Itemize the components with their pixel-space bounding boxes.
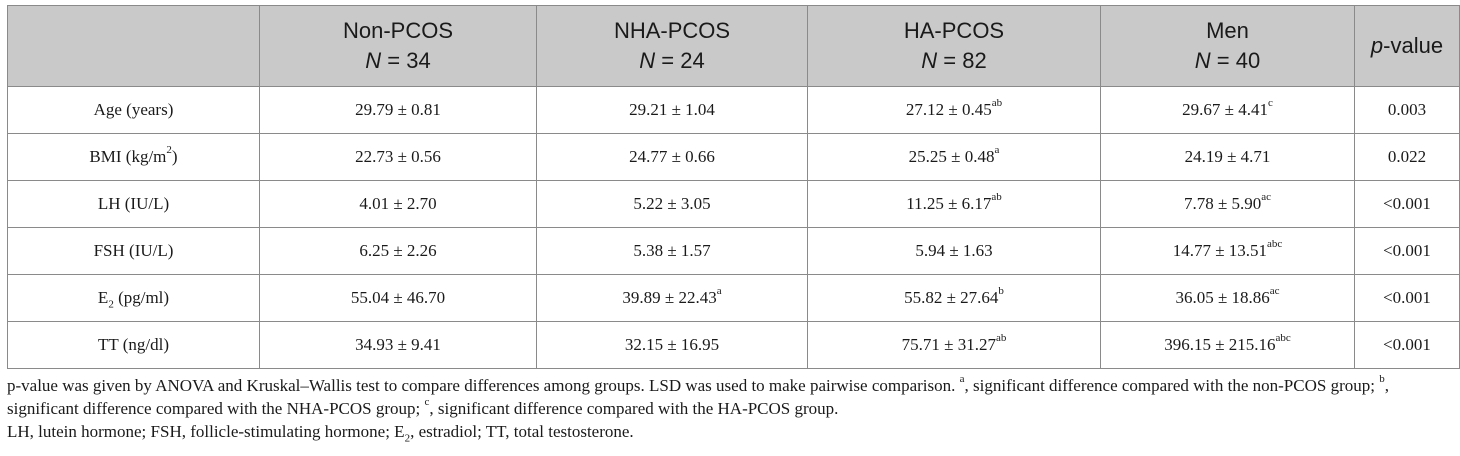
value-cell: 27.12 ± 0.45ab bbox=[807, 86, 1101, 134]
significance-marker: ab bbox=[995, 332, 1007, 345]
p-value-cell: <0.001 bbox=[1354, 321, 1460, 369]
group-name: HA-PCOS bbox=[903, 18, 1005, 43]
value-cell: 29.67 ± 4.41c bbox=[1100, 86, 1355, 134]
table-row: FSH (IU/L) 6.25 ± 2.26 5.38 ± 1.57 5.94 ± 1… bbox=[7, 227, 1460, 275]
row-label: E2 (pg/ml) bbox=[7, 274, 260, 322]
table-footnote: p-value was given by ANOVA and Kruskal–W… bbox=[7, 373, 1453, 445]
value-cell: 24.19 ± 4.71 bbox=[1100, 133, 1355, 181]
hormone-comparison-table: Non-PCOS N = 34 NHA-PCOS N = 24 HA-PCOS … bbox=[7, 5, 1460, 369]
group-name: NHA-PCOS bbox=[613, 18, 731, 43]
value-cell: 36.05 ± 18.86ac bbox=[1100, 274, 1355, 322]
value-cell: 396.15 ± 215.16abc bbox=[1100, 321, 1355, 369]
value-cell: 29.79 ± 0.81 bbox=[259, 86, 537, 134]
value-cell: 5.22 ± 3.05 bbox=[536, 180, 808, 228]
table-row: BMI (kg/m2) 22.73 ± 0.56 24.77 ± 0.66 25.25… bbox=[7, 133, 1460, 181]
p-value-cell: <0.001 bbox=[1354, 180, 1460, 228]
group-name: Men bbox=[1206, 18, 1249, 43]
header-non-pcos: Non-PCOS N = 34 bbox=[259, 5, 537, 87]
group-count: N = 24 bbox=[639, 48, 705, 73]
significance-marker: b bbox=[998, 285, 1004, 298]
p-value-cell: <0.001 bbox=[1354, 227, 1460, 275]
value-cell: 6.25 ± 2.26 bbox=[259, 227, 537, 275]
table-row: E2 (pg/ml) 55.04 ± 46.70 39.89 ± 22.43a 55.… bbox=[7, 274, 1460, 322]
p-value-cell: <0.001 bbox=[1354, 274, 1460, 322]
significance-marker: ab bbox=[991, 97, 1003, 110]
value-cell: 24.77 ± 0.66 bbox=[536, 133, 808, 181]
table-body: Age (years) 29.79 ± 0.81 29.21 ± 1.04 27.12… bbox=[7, 86, 1460, 369]
header-p-value: p-value bbox=[1354, 5, 1460, 87]
significance-marker: ab bbox=[991, 191, 1002, 204]
significance-marker: a bbox=[716, 285, 722, 298]
header-empty-cell bbox=[7, 5, 260, 87]
group-name: Non-PCOS bbox=[342, 18, 454, 43]
table-row: Age (years) 29.79 ± 0.81 29.21 ± 1.04 27.12… bbox=[7, 86, 1460, 134]
header-nha-pcos: NHA-PCOS N = 24 bbox=[536, 5, 808, 87]
value-cell: 22.73 ± 0.56 bbox=[259, 133, 537, 181]
value-cell: 55.04 ± 46.70 bbox=[259, 274, 537, 322]
value-cell: 11.25 ± 6.17ab bbox=[807, 180, 1101, 228]
value-cell: 14.77 ± 13.51abc bbox=[1100, 227, 1355, 275]
data-table-container: Non-PCOS N = 34 NHA-PCOS N = 24 HA-PCOS … bbox=[7, 5, 1460, 369]
group-count: N = 40 bbox=[1194, 48, 1261, 73]
header-men: Men N = 40 bbox=[1100, 5, 1355, 87]
row-label: TT (ng/dl) bbox=[7, 321, 260, 369]
significance-marker: a bbox=[994, 144, 1000, 157]
footnote-line-2: LH, lutein hormone; FSH, follicle-stimul… bbox=[7, 422, 634, 445]
value-cell: 5.94 ± 1.63 bbox=[807, 227, 1101, 275]
table-row: LH (IU/L) 4.01 ± 2.70 5.22 ± 3.05 11.25 ± 6… bbox=[7, 180, 1460, 228]
header-ha-pcos: HA-PCOS N = 82 bbox=[807, 5, 1101, 87]
group-count: N = 82 bbox=[921, 48, 987, 73]
row-label: Age (years) bbox=[7, 86, 260, 134]
significance-marker: c bbox=[1267, 97, 1273, 110]
value-cell: 29.21 ± 1.04 bbox=[536, 86, 808, 134]
significance-marker: ac bbox=[1261, 191, 1272, 204]
p-value-cell: 0.022 bbox=[1354, 133, 1460, 181]
value-cell: 5.38 ± 1.57 bbox=[536, 227, 808, 275]
significance-marker: abc bbox=[1267, 238, 1283, 251]
value-cell: 55.82 ± 27.64b bbox=[807, 274, 1101, 322]
row-label: BMI (kg/m2) bbox=[7, 133, 260, 181]
value-cell: 39.89 ± 22.43a bbox=[536, 274, 808, 322]
row-label: LH (IU/L) bbox=[7, 180, 260, 228]
header-row: Non-PCOS N = 34 NHA-PCOS N = 24 HA-PCOS … bbox=[7, 5, 1460, 87]
value-cell: 32.15 ± 16.95 bbox=[536, 321, 808, 369]
value-cell: 4.01 ± 2.70 bbox=[259, 180, 537, 228]
row-label: FSH (IU/L) bbox=[7, 227, 260, 275]
value-cell: 25.25 ± 0.48a bbox=[807, 133, 1101, 181]
group-count: N = 34 bbox=[365, 48, 431, 73]
table-row: TT (ng/dl) 34.93 ± 9.41 32.15 ± 16.95 75.71… bbox=[7, 321, 1460, 369]
table-header: Non-PCOS N = 34 NHA-PCOS N = 24 HA-PCOS … bbox=[7, 5, 1460, 87]
significance-marker: ac bbox=[1269, 285, 1280, 298]
value-cell: 75.71 ± 31.27ab bbox=[807, 321, 1101, 369]
value-cell: 7.78 ± 5.90ac bbox=[1100, 180, 1355, 228]
p-value-cell: 0.003 bbox=[1354, 86, 1460, 134]
value-cell: 34.93 ± 9.41 bbox=[259, 321, 537, 369]
footnote-line-1: p-value was given by ANOVA and Kruskal–W… bbox=[7, 373, 1389, 418]
significance-marker: abc bbox=[1275, 332, 1291, 345]
